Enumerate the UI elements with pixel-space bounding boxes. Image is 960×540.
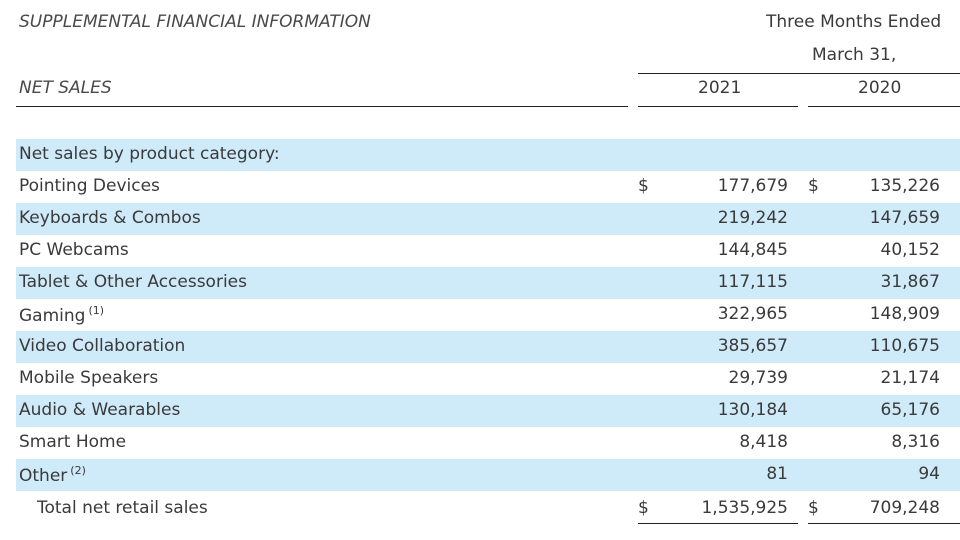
category-name: Pointing Devices (19, 176, 160, 196)
table-row-label: PC Webcams (19, 240, 129, 260)
total-2020-underline (808, 523, 960, 524)
value-2021: 385,657 (717, 336, 788, 356)
value-2020: 148,909 (869, 304, 940, 324)
value-2020: 31,867 (880, 272, 940, 292)
value-2020: 110,675 (869, 336, 940, 356)
value-2020: 65,176 (880, 400, 940, 420)
category-name: Gaming (19, 306, 86, 326)
footnote-marker: (2) (70, 464, 86, 477)
row-band (16, 331, 960, 363)
value-2021: 117,115 (717, 272, 788, 292)
table-row-label: Tablet & Other Accessories (19, 272, 247, 292)
value-2020: 21,174 (880, 368, 940, 388)
document-title: SUPPLEMENTAL FINANCIAL INFORMATION (19, 12, 371, 32)
category-name: PC Webcams (19, 240, 129, 260)
value-2021: 322,965 (717, 304, 788, 324)
value-2021: 81 (766, 464, 788, 484)
total-2021-underline (638, 523, 798, 524)
value-2021: 130,184 (717, 400, 788, 420)
row-band (16, 459, 960, 491)
total-dollar-2020: $ (808, 498, 819, 518)
category-name: Other (19, 466, 68, 486)
header-rule (638, 73, 960, 74)
value-2020: 94 (918, 464, 940, 484)
value-2021: 29,739 (728, 368, 788, 388)
total-label: Total net retail sales (37, 498, 208, 518)
footnote-marker: (1) (88, 304, 105, 317)
total-value-2020: 709,248 (869, 498, 940, 518)
row-band (16, 267, 960, 299)
year-2020-underline (808, 106, 960, 107)
year-2021-header: 2021 (698, 78, 742, 98)
row-band (16, 139, 960, 171)
category-name: Smart Home (19, 432, 127, 452)
value-2020: 135,226 (869, 176, 940, 196)
year-2021-underline (638, 106, 798, 107)
period-date: March 31, (812, 45, 897, 65)
category-name: Mobile Speakers (19, 368, 159, 388)
value-2021: 144,845 (717, 240, 788, 260)
total-dollar-2021: $ (638, 498, 649, 518)
table-row-label: Smart Home (19, 432, 126, 452)
category-name: Tablet & Other Accessories (19, 272, 247, 292)
dollar-sign-2021: $ (638, 176, 649, 196)
table-row-label: Gaming (1) (19, 304, 104, 326)
value-2021: 177,679 (717, 176, 788, 196)
value-2020: 147,659 (869, 208, 940, 228)
dollar-sign-2020: $ (808, 176, 819, 196)
row-band (16, 203, 960, 235)
year-2020-header: 2020 (858, 78, 902, 98)
section-label: NET SALES (19, 78, 112, 98)
value-2021: 8,418 (739, 432, 788, 452)
table-row-label: Pointing Devices (19, 176, 160, 196)
category-heading: Net sales by product category: (19, 144, 280, 164)
total-value-2021: 1,535,925 (701, 498, 788, 518)
table-row-label: Other (2) (19, 464, 86, 486)
period-heading: Three Months Ended (766, 12, 942, 32)
label-underline (16, 106, 628, 107)
row-band (16, 395, 960, 427)
table-row-label: Keyboards & Combos (19, 208, 201, 228)
value-2021: 219,242 (717, 208, 788, 228)
table-row-label: Mobile Speakers (19, 368, 158, 388)
category-name: Video Collaboration (19, 336, 186, 356)
category-name: Audio & Wearables (19, 400, 181, 420)
value-2020: 8,316 (891, 432, 940, 452)
table-row-label: Audio & Wearables (19, 400, 180, 420)
value-2020: 40,152 (880, 240, 940, 260)
category-name: Keyboards & Combos (19, 208, 201, 228)
table-row-label: Video Collaboration (19, 336, 185, 356)
